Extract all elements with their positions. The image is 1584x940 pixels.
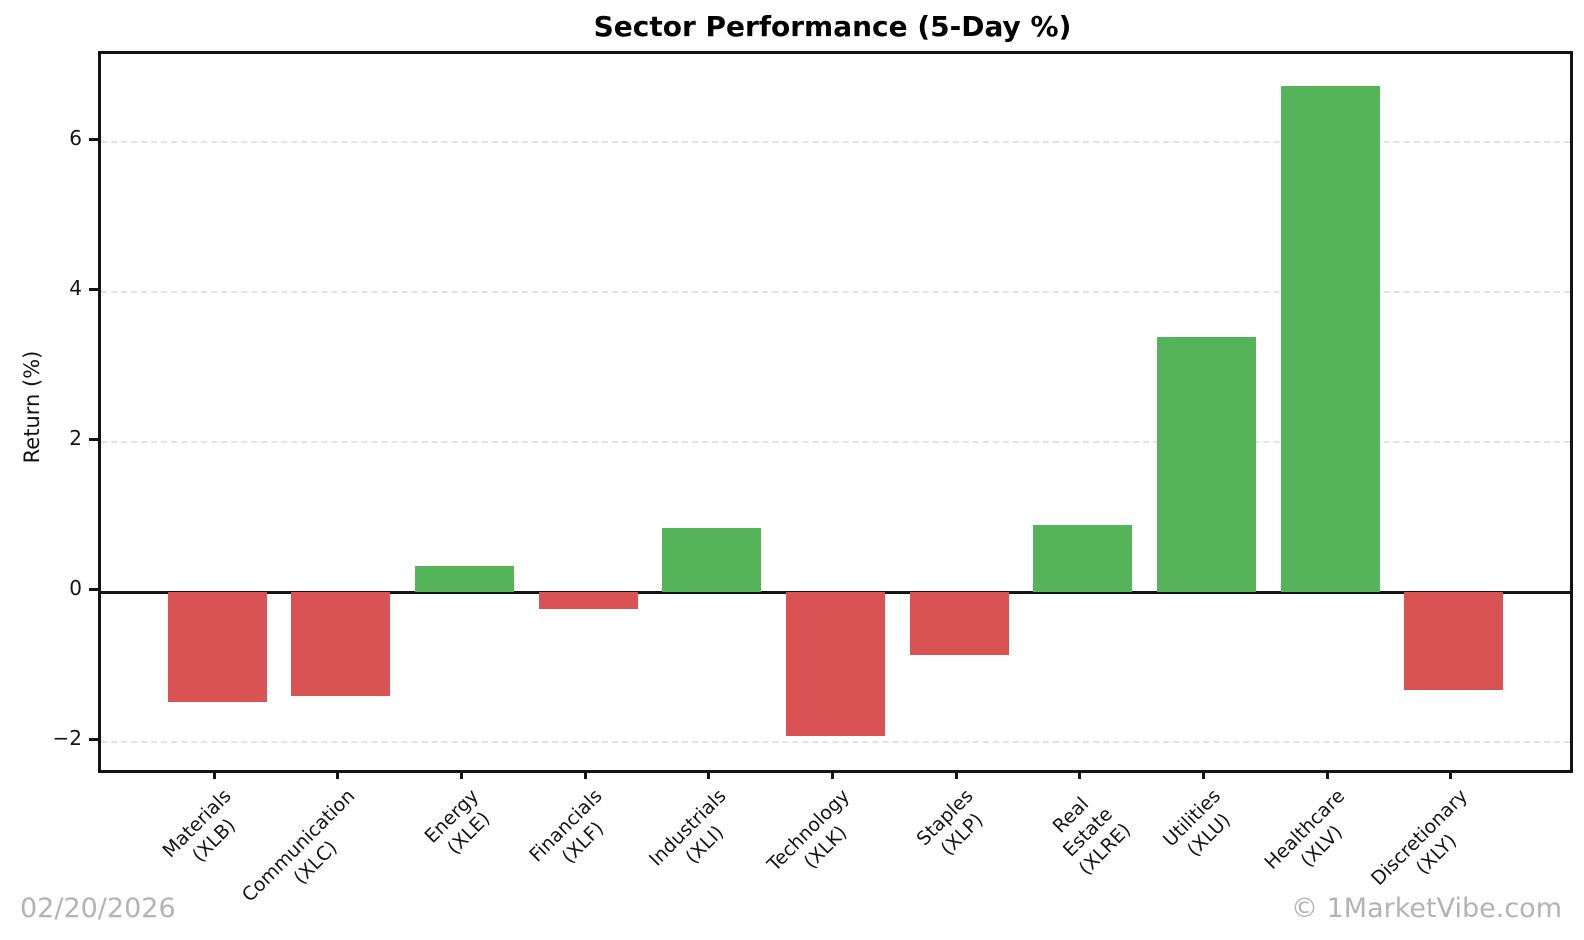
- x-tick-mark: [336, 770, 340, 779]
- y-tick-label: 6: [69, 125, 82, 150]
- bar-industrials-xli: [662, 528, 762, 593]
- y-tick-label: 0: [69, 576, 82, 601]
- y-tick-label: 4: [69, 275, 82, 300]
- x-tick-label-materials-xlb: Materials (XLB): [158, 785, 240, 867]
- bar-technology-xlk: [786, 592, 885, 737]
- x-tick-mark: [954, 770, 958, 779]
- y-tick-label: −2: [52, 726, 82, 751]
- x-tick-mark: [1325, 770, 1329, 779]
- bar-communication-xlc: [291, 592, 391, 696]
- gridline-y-2: [101, 441, 1570, 444]
- y-tick-mark: [89, 287, 98, 291]
- y-tick-mark: [89, 588, 98, 592]
- x-tick-label-communication-xlc: Communication (XLC): [237, 785, 360, 907]
- watermark-brand: © 1MarketVibe.com: [1291, 893, 1562, 924]
- x-tick-label-industrials-xli: Industrials (XLI): [644, 785, 731, 871]
- bar-energy-xle: [415, 565, 514, 593]
- chart-title: Sector Performance (5-Day %): [593, 10, 1072, 43]
- x-tick-mark: [460, 770, 464, 779]
- gridline-y--2: [101, 741, 1570, 744]
- y-tick-mark: [89, 438, 98, 442]
- bar-real-estate-xlre: [1033, 524, 1133, 593]
- plot-area: [98, 51, 1573, 773]
- bar-utilities-xlu: [1156, 336, 1256, 593]
- watermark-date: 02/20/2026: [20, 893, 176, 924]
- bar-healthcare-xlv: [1280, 86, 1380, 593]
- x-tick-label-discretionary-xly: Discretionary (XLY): [1367, 785, 1473, 890]
- bar-financials-xlf: [538, 592, 638, 610]
- y-tick-mark: [89, 137, 98, 141]
- x-tick-label-utilities-xlu: Utilities (XLU): [1158, 785, 1235, 861]
- bar-discretionary-xly: [1404, 592, 1504, 690]
- y-tick-label: 2: [69, 426, 82, 451]
- x-tick-label-real-estate-xlre: Real Estate (XLRE): [1048, 793, 1135, 880]
- gridline-y-6: [101, 140, 1570, 143]
- bar-staples-xlp: [909, 592, 1009, 656]
- x-tick-mark: [707, 770, 711, 779]
- x-tick-mark: [1201, 770, 1205, 779]
- x-tick-label-staples-xlp: Staples (XLP): [912, 785, 988, 860]
- gridline-y-4: [101, 290, 1570, 293]
- x-tick-label-energy-xle: Energy (XLE): [420, 785, 495, 859]
- x-tick-mark: [583, 770, 587, 779]
- x-tick-mark: [212, 770, 216, 779]
- bar-materials-xlb: [167, 592, 267, 703]
- x-tick-label-financials-xlf: Financials (XLF): [525, 785, 609, 868]
- x-tick-mark: [831, 770, 834, 779]
- y-tick-mark: [89, 738, 98, 742]
- x-tick-mark: [1449, 770, 1453, 779]
- x-tick-label-technology-xlk: Technology (XLK): [763, 785, 855, 876]
- x-tick-mark: [1078, 770, 1082, 779]
- x-tick-label-healthcare-xlv: Healthcare (XLV): [1259, 785, 1349, 874]
